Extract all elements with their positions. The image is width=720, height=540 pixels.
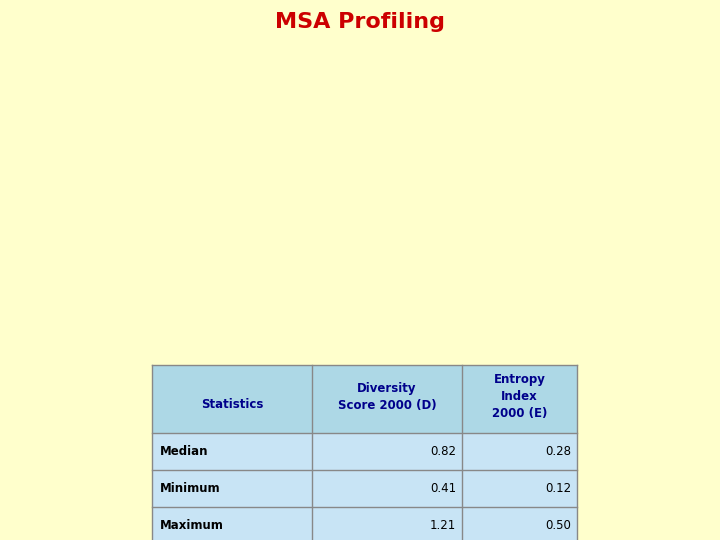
Text: MSA Profiling: MSA Profiling <box>275 12 445 32</box>
Text: 1.21: 1.21 <box>430 519 456 532</box>
Text: 0.28: 0.28 <box>545 445 571 458</box>
Text: Minimum: Minimum <box>160 482 220 495</box>
Bar <box>152 365 577 433</box>
Text: 0.12: 0.12 <box>545 482 571 495</box>
Bar <box>152 433 577 470</box>
Text: 0.50: 0.50 <box>545 519 571 532</box>
Text: Statistics: Statistics <box>201 397 264 410</box>
Text: Entropy
Index
2000 (E): Entropy Index 2000 (E) <box>492 374 547 421</box>
Bar <box>152 507 577 540</box>
Text: 0.82: 0.82 <box>430 445 456 458</box>
Bar <box>152 470 577 507</box>
Text: Median: Median <box>160 445 209 458</box>
Text: Diversity
Score 2000 (D): Diversity Score 2000 (D) <box>338 382 436 412</box>
Text: Maximum: Maximum <box>160 519 224 532</box>
Text: 0.41: 0.41 <box>430 482 456 495</box>
